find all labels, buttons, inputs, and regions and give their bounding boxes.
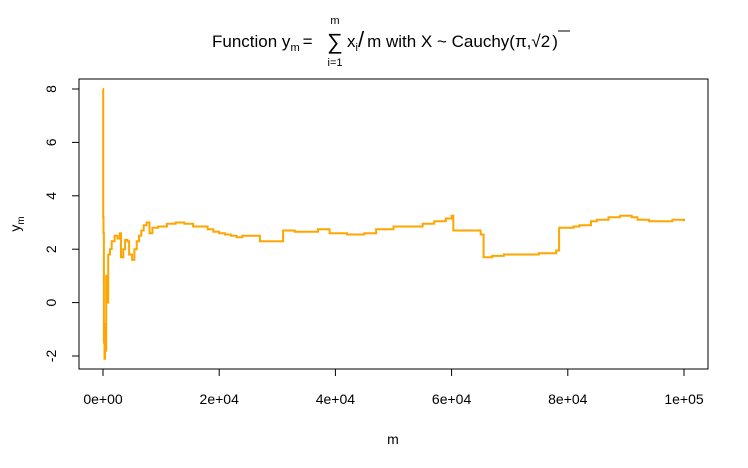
y-tick-label: -2 [43,350,59,363]
title-rest: xi/m with X ~ Cauchy(π,√2) [347,27,558,54]
title-slash: / [358,27,365,52]
title-close-paren: ) [552,32,558,51]
title-sub-i: i [356,42,358,54]
title-sqrt: √ [531,32,541,51]
title-comma: , [527,32,532,51]
y-axis: -2 0 2 4 6 8 [43,85,80,363]
title-sum-upper: m [330,15,339,27]
y-axis-title-main: y [7,225,23,232]
x-tick-label: 6e+04 [432,391,472,407]
title-x-var: x [347,32,356,51]
y-tick-label: 6 [43,138,59,146]
title-suffix: m with X ~ Cauchy( [367,32,515,51]
title-pi: π [515,32,527,51]
y-axis-title: ym [7,216,27,231]
title-equals: = [303,32,313,51]
title-sub-m: m [290,42,299,54]
y-tick-label: 4 [43,192,59,200]
y-tick-label: 8 [43,85,59,93]
title-sqrt-arg: 2 [541,32,550,51]
x-tick-label: 1e+05 [664,391,704,407]
title-sum-symbol: ∑ [327,29,343,54]
title-prefix: Function y [212,32,291,51]
x-tick-label: 8e+04 [548,391,588,407]
y-axis-title-sub: m [16,216,27,224]
y-tick-label: 2 [43,245,59,253]
title-sum-lower: i=1 [328,57,343,69]
chart-title: Function ym = [212,32,313,54]
x-axis: 0e+00 2e+04 4e+04 6e+04 8e+04 1e+05 [83,368,704,407]
x-tick-label: 4e+04 [316,391,356,407]
x-tick-label: 2e+04 [200,391,240,407]
y-tick-label: 0 [43,298,59,306]
x-axis-title: m [387,431,399,447]
series-line [102,88,685,360]
x-tick-label: 0e+00 [83,391,123,407]
